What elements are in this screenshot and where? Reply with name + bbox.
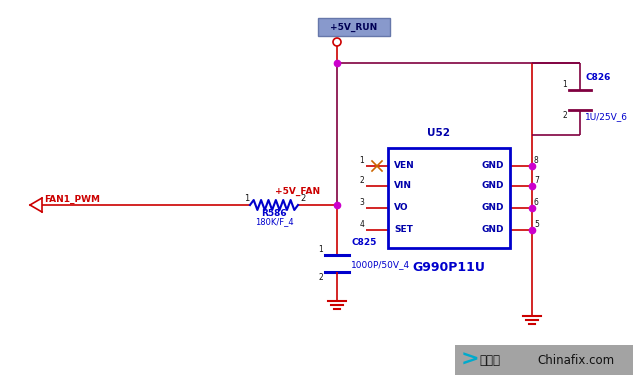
Bar bbox=[388, 148, 510, 248]
Text: 1: 1 bbox=[563, 80, 567, 89]
Text: GND: GND bbox=[481, 203, 504, 213]
Text: 3: 3 bbox=[359, 198, 364, 207]
Text: SET: SET bbox=[394, 226, 413, 234]
Text: 1: 1 bbox=[359, 156, 364, 165]
Text: 4: 4 bbox=[359, 220, 364, 229]
Text: >: > bbox=[461, 350, 479, 370]
Text: VO: VO bbox=[394, 203, 408, 213]
Text: 7: 7 bbox=[534, 176, 539, 185]
Text: GND: GND bbox=[481, 226, 504, 234]
Text: FAN1_PWM: FAN1_PWM bbox=[44, 195, 100, 204]
Text: C826: C826 bbox=[585, 73, 611, 82]
Text: 8: 8 bbox=[534, 156, 539, 165]
Text: 1: 1 bbox=[318, 245, 323, 254]
Text: G990P11U: G990P11U bbox=[413, 261, 485, 274]
Text: Chinafix.com: Chinafix.com bbox=[537, 354, 614, 367]
Text: 迅维网: 迅维网 bbox=[479, 354, 500, 367]
Text: 2: 2 bbox=[318, 273, 323, 282]
Text: C825: C825 bbox=[351, 238, 376, 247]
Text: U52: U52 bbox=[428, 128, 451, 138]
Text: 6: 6 bbox=[534, 198, 539, 207]
FancyBboxPatch shape bbox=[455, 345, 633, 375]
Text: VEN: VEN bbox=[394, 162, 415, 170]
Text: GND: GND bbox=[481, 162, 504, 170]
Text: 180K/F_4: 180K/F_4 bbox=[255, 217, 293, 226]
Text: VIN: VIN bbox=[394, 182, 412, 190]
Text: +5V_FAN: +5V_FAN bbox=[275, 187, 320, 196]
Text: 2: 2 bbox=[300, 194, 305, 203]
Text: GND: GND bbox=[481, 182, 504, 190]
Text: 1: 1 bbox=[244, 194, 249, 203]
Text: 1000P/50V_4: 1000P/50V_4 bbox=[351, 260, 410, 269]
Text: R586: R586 bbox=[261, 209, 287, 218]
Text: 1U/25V_6: 1U/25V_6 bbox=[585, 112, 628, 121]
Text: 2: 2 bbox=[563, 111, 567, 120]
Text: +5V_RUN: +5V_RUN bbox=[330, 23, 378, 31]
FancyBboxPatch shape bbox=[318, 18, 390, 36]
Text: 2: 2 bbox=[359, 176, 364, 185]
Text: 5: 5 bbox=[534, 220, 539, 229]
